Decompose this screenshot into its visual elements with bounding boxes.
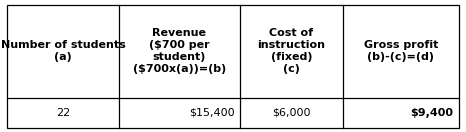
Text: Number of students
(a): Number of students (a) [0, 41, 125, 62]
Text: $6,000: $6,000 [272, 108, 310, 118]
Text: Gross profit
(b)-(c)=(d): Gross profit (b)-(c)=(d) [363, 41, 438, 62]
Text: Revenue
($700 per
student)
($700x(a))=(b): Revenue ($700 per student) ($700x(a))=(b… [133, 29, 226, 74]
Text: 22: 22 [56, 108, 70, 118]
Text: $15,400: $15,400 [189, 108, 234, 118]
Text: $9,400: $9,400 [411, 108, 453, 118]
Text: Cost of
instruction
(fixed)
(c): Cost of instruction (fixed) (c) [257, 29, 325, 74]
